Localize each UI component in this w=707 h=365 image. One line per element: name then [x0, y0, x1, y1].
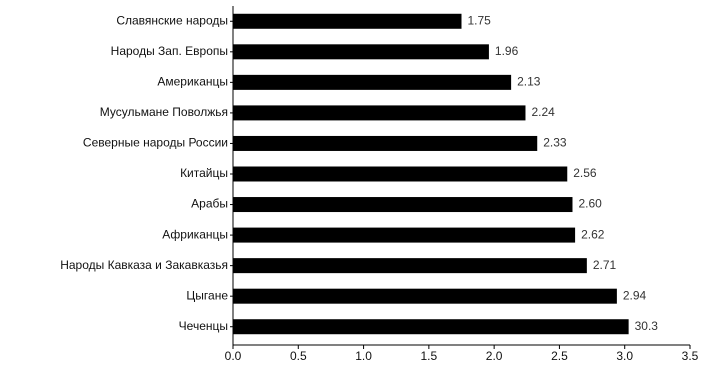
x-tick-label: 0.0 [225, 349, 242, 363]
bar [233, 319, 629, 335]
y-tick-label: Африканцы [162, 227, 228, 241]
value-label: 2.60 [578, 197, 602, 211]
y-tick-label: Северные народы России [83, 136, 228, 150]
value-label: 2.94 [623, 288, 647, 302]
y-tick-label: Чеченцы [179, 319, 228, 333]
bar [233, 74, 512, 90]
value-label: 1.75 [468, 13, 492, 27]
bar [233, 44, 489, 60]
bar [233, 258, 587, 274]
y-tick-label: Славянские народы [116, 13, 228, 27]
y-tick-label: Цыгане [186, 288, 228, 302]
value-label: 2.33 [543, 136, 567, 150]
bar [233, 135, 538, 151]
bar [233, 105, 526, 121]
y-tick-label: Американцы [157, 75, 228, 89]
y-tick-label: Арабы [191, 197, 228, 211]
x-tick-label: 2.5 [551, 349, 568, 363]
y-tick-label: Китайцы [180, 166, 228, 180]
value-label: 2.62 [581, 227, 605, 241]
value-label: 2.71 [593, 258, 617, 272]
y-tick-label: Народы Зап. Европы [111, 44, 228, 58]
bar [233, 288, 617, 304]
y-tick-label: Мусульмане Поволжья [100, 105, 228, 119]
bar [233, 197, 573, 213]
y-tick-label: Народы Кавказа и Закавказья [60, 258, 228, 272]
value-label: 1.96 [495, 44, 519, 58]
x-tick-label: 1.0 [355, 349, 372, 363]
bar [233, 13, 462, 29]
bar [233, 227, 576, 243]
x-tick-label: 2.0 [486, 349, 503, 363]
value-label: 30.3 [635, 319, 659, 333]
x-tick-label: 1.5 [421, 349, 438, 363]
bar [233, 166, 568, 182]
x-tick-label: 3.0 [616, 349, 633, 363]
value-label: 2.56 [573, 166, 597, 180]
value-label: 2.13 [517, 75, 541, 89]
x-tick-label: 0.5 [290, 349, 307, 363]
value-label: 2.24 [531, 105, 555, 119]
x-tick-label: 3.5 [682, 349, 699, 363]
